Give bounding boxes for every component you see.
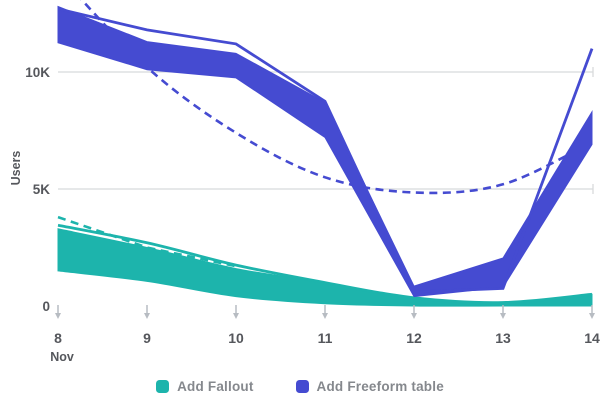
- y-axis-title: Users: [9, 151, 23, 186]
- x-tick-label-10: 10: [228, 330, 244, 346]
- x-tick-arrow-head-icon: [55, 313, 61, 319]
- legend-label-add-fallout: Add Fallout: [177, 379, 254, 394]
- x-tick-label-8: 8: [54, 330, 62, 346]
- x-tick-arrow-head-icon: [233, 313, 239, 319]
- x-tick-label-13: 13: [495, 330, 511, 346]
- y-tick-label-10K: 10K: [25, 65, 50, 80]
- x-axis-month-label: Nov: [50, 350, 74, 364]
- chart-legend: Add Fallout Add Freeform table: [0, 379, 600, 394]
- y-tick-label-5K: 5K: [33, 182, 51, 197]
- x-tick-label-11: 11: [318, 330, 333, 346]
- x-tick-arrow-head-icon: [144, 313, 150, 319]
- fallout-trend-dashed-line[interactable]: [57, 215, 237, 268]
- x-tick-arrow-head-icon: [500, 313, 506, 319]
- legend-label-add-freeform-table: Add Freeform table: [316, 379, 444, 394]
- x-tick-arrow-head-icon: [411, 313, 417, 319]
- x-tick-label-12: 12: [406, 330, 422, 346]
- fallout-line[interactable]: [57, 223, 593, 305]
- freeform-line[interactable]: [57, 7, 594, 294]
- legend-swatch-fallout-icon: [156, 380, 170, 393]
- y-tick-label-0: 0: [42, 299, 50, 314]
- users-area-chart: 8 9 10 11 12 13 14 Nov 0 5K 10K Users: [9, 0, 600, 364]
- x-tick-arrow-head-icon: [322, 313, 328, 319]
- x-tick-label-14: 14: [584, 330, 600, 346]
- x-tick-label-9: 9: [143, 330, 151, 346]
- legend-item-add-freeform-table[interactable]: Add Freeform table: [295, 379, 444, 394]
- legend-item-add-fallout[interactable]: Add Fallout: [156, 379, 253, 394]
- legend-swatch-freeform-icon: [295, 380, 309, 393]
- x-tick-arrow-head-icon: [589, 313, 595, 319]
- freeform-band[interactable]: [57, 5, 593, 298]
